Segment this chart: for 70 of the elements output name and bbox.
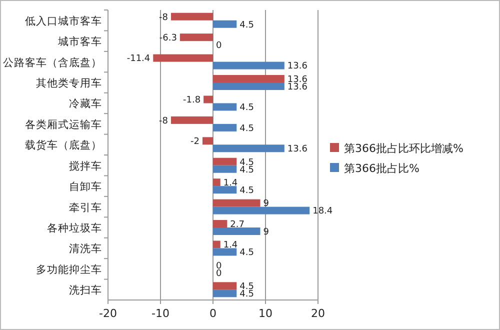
bar	[180, 34, 213, 42]
y-tick-label: 清洗车	[69, 242, 102, 256]
x-tick-label: -10	[152, 307, 170, 320]
bar	[213, 75, 284, 82]
data-label: 9	[263, 199, 270, 210]
bar	[213, 178, 220, 186]
data-label: 13.6	[287, 144, 308, 155]
bar	[213, 144, 284, 152]
data-label: -6.3	[159, 34, 177, 44]
data-label: 18.4	[312, 206, 333, 217]
data-label: 13.6	[287, 62, 308, 72]
x-tick-label: 0	[210, 307, 216, 320]
data-label: 2.7	[230, 220, 245, 230]
bar	[213, 206, 310, 214]
x-tick-label: 10	[258, 307, 272, 320]
data-label: 9	[263, 227, 270, 238]
data-label: 1.4	[223, 240, 238, 251]
y-tick-label: 其他类专用车	[36, 76, 102, 90]
bar	[213, 220, 228, 228]
bar	[213, 62, 284, 70]
data-label: 0	[216, 268, 222, 279]
bar	[213, 20, 237, 28]
data-label: 4.5	[240, 124, 254, 134]
y-tick-label: 各种垃圾车	[47, 222, 102, 234]
bar	[202, 137, 213, 145]
x-tick-label: 20	[311, 307, 325, 320]
data-label: -11.4	[126, 54, 150, 64]
bar	[213, 158, 237, 166]
bar	[213, 165, 237, 173]
bar	[204, 96, 213, 104]
y-tick-label: 低入口城市客车	[25, 14, 102, 28]
data-label: -1.8	[182, 96, 201, 106]
data-label: 4.5	[240, 103, 254, 114]
bar	[213, 290, 237, 298]
bar	[213, 124, 237, 132]
bar	[171, 12, 213, 20]
y-tick-label: 洗扫车	[69, 284, 102, 297]
bar	[153, 54, 213, 62]
y-tick-label: 城市客车	[57, 35, 102, 48]
data-label: -8	[159, 116, 168, 126]
data-label: 13.6	[287, 82, 308, 92]
bar	[213, 103, 237, 111]
y-tick-label: 多功能抑尘车	[36, 262, 102, 276]
legend-label: 第366批占比%	[344, 162, 420, 175]
data-label: 0	[216, 41, 222, 52]
data-label: 4.5	[240, 20, 254, 30]
bar	[171, 116, 213, 124]
bar	[213, 248, 237, 256]
y-tick-label: 公路客车（含底盘）	[3, 56, 102, 69]
data-label: 1.4	[223, 178, 238, 189]
data-label: 4.5	[240, 165, 254, 176]
bar	[213, 82, 284, 90]
y-tick-label: 牵引车	[69, 200, 102, 214]
data-label: 4.5	[240, 186, 254, 196]
y-tick-label: 载货车（底盘）	[25, 138, 102, 152]
legend-label: 第366批占比环比增减%	[344, 142, 464, 155]
bar	[213, 228, 260, 235]
data-label: 4.5	[240, 248, 254, 258]
x-tick-label: -20	[99, 307, 117, 320]
bar	[213, 186, 237, 194]
data-label: 4.5	[240, 290, 254, 300]
bar	[213, 240, 220, 248]
bar	[213, 282, 237, 290]
data-label: -2	[190, 137, 200, 148]
bar	[213, 199, 260, 207]
y-tick-label: 各类厢式运输车	[25, 118, 102, 131]
y-tick-label: 自卸车	[69, 180, 102, 194]
y-tick-label: 冷藏车	[69, 97, 102, 110]
y-tick-label: 搅拌车	[69, 159, 102, 172]
data-label: -8	[159, 12, 168, 23]
